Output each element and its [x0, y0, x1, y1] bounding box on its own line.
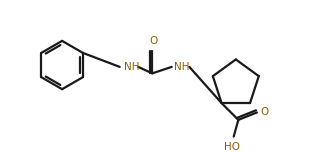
- Text: NH: NH: [174, 62, 189, 72]
- Text: HO: HO: [224, 142, 240, 152]
- Text: O: O: [149, 36, 157, 45]
- Text: O: O: [261, 107, 269, 117]
- Text: NH: NH: [124, 62, 140, 72]
